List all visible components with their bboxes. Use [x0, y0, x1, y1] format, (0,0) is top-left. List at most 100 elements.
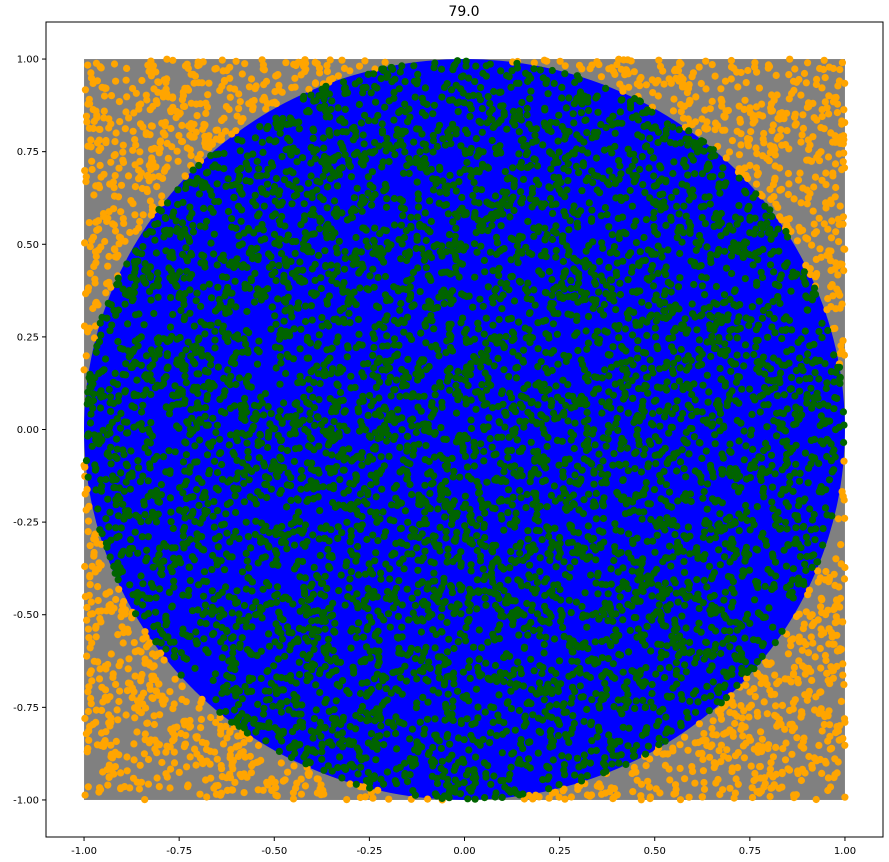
- scatter-point: [169, 524, 177, 533]
- scatter-point: [90, 191, 98, 199]
- scatter-point: [334, 764, 342, 772]
- scatter-point: [142, 352, 151, 360]
- scatter-point: [588, 696, 596, 704]
- scatter-point: [94, 505, 102, 513]
- scatter-point: [150, 662, 158, 670]
- scatter-point: [807, 460, 815, 468]
- scatter-point: [292, 177, 300, 185]
- scatter-point: [157, 481, 165, 489]
- scatter-point: [430, 242, 438, 250]
- scatter-point: [733, 712, 741, 720]
- scatter-point: [771, 671, 779, 679]
- scatter-point: [117, 785, 125, 793]
- scatter-point: [446, 171, 454, 179]
- scatter-point: [296, 573, 304, 581]
- scatter-point: [804, 235, 812, 243]
- scatter-point: [90, 334, 98, 342]
- scatter-point: [111, 763, 119, 771]
- scatter-point: [111, 369, 119, 377]
- scatter-point: [81, 167, 89, 175]
- scatter-point: [295, 118, 303, 126]
- scatter-point: [793, 734, 801, 742]
- scatter-point: [211, 344, 219, 352]
- scatter-point: [181, 172, 189, 180]
- scatter-point: [110, 221, 118, 229]
- scatter-point: [600, 769, 608, 777]
- scatter-point: [115, 392, 123, 400]
- scatter-point: [295, 658, 303, 666]
- scatter-point: [335, 587, 343, 595]
- scatter-point: [97, 331, 105, 339]
- scatter-point: [817, 253, 825, 261]
- scatter-point: [605, 167, 613, 175]
- scatter-point: [373, 84, 381, 92]
- scatter-point: [228, 130, 236, 138]
- scatter-point: [146, 131, 154, 139]
- scatter-point: [170, 735, 178, 743]
- scatter-point: [721, 553, 729, 561]
- scatter-point: [331, 628, 339, 636]
- scatter-point: [326, 56, 334, 64]
- scatter-point: [205, 144, 213, 152]
- scatter-point: [818, 769, 826, 778]
- scatter-point: [754, 748, 762, 756]
- scatter-point: [535, 793, 543, 801]
- scatter-point: [798, 765, 807, 773]
- scatter-point: [97, 618, 105, 626]
- scatter-point: [662, 713, 670, 721]
- scatter-point: [820, 720, 828, 729]
- scatter-point: [642, 81, 651, 89]
- scatter-point: [183, 60, 191, 68]
- scatter-point: [776, 369, 785, 377]
- scatter-point: [747, 762, 755, 770]
- scatter-point: [318, 314, 326, 322]
- scatter-point: [111, 227, 120, 235]
- scatter-point: [676, 796, 685, 804]
- scatter-point: [305, 375, 313, 383]
- scatter-point: [212, 135, 220, 143]
- scatter-point: [641, 189, 649, 197]
- scatter-point: [626, 626, 634, 635]
- scatter-point: [510, 786, 518, 794]
- scatter-point: [765, 741, 773, 749]
- scatter-point: [223, 627, 231, 636]
- scatter-point: [752, 190, 760, 198]
- scatter-point: [831, 581, 839, 590]
- scatter-point: [411, 655, 420, 663]
- scatter-point: [671, 789, 680, 797]
- scatter-point: [513, 242, 521, 250]
- scatter-point: [84, 61, 92, 69]
- scatter-point: [677, 719, 685, 727]
- scatter-point: [540, 640, 548, 649]
- scatter-point: [244, 454, 252, 462]
- scatter-point: [556, 57, 564, 65]
- scatter-point: [211, 748, 219, 756]
- scatter-point: [800, 522, 808, 531]
- scatter-point: [334, 534, 342, 543]
- scatter-point: [195, 161, 203, 170]
- scatter-point: [170, 759, 179, 767]
- scatter-point: [682, 668, 690, 676]
- scatter-point: [226, 751, 234, 759]
- scatter-point: [636, 82, 644, 90]
- scatter-point: [428, 480, 436, 488]
- scatter-point: [812, 795, 820, 804]
- scatter-point: [158, 758, 166, 767]
- scatter-point: [655, 601, 663, 609]
- scatter-point: [524, 755, 533, 763]
- scatter-point: [139, 211, 147, 219]
- scatter-point: [831, 160, 840, 168]
- scatter-point: [761, 779, 769, 788]
- scatter-point: [708, 97, 716, 105]
- scatter-point: [87, 410, 95, 418]
- scatter-point: [566, 564, 574, 572]
- scatter-point: [555, 793, 563, 801]
- scatter-point: [240, 471, 249, 479]
- scatter-point: [727, 367, 735, 375]
- scatter-point: [683, 182, 691, 190]
- scatter-point: [153, 183, 161, 191]
- scatter-point: [802, 640, 810, 649]
- scatter-point: [825, 247, 833, 255]
- scatter-point: [751, 396, 759, 404]
- scatter-point: [186, 309, 194, 317]
